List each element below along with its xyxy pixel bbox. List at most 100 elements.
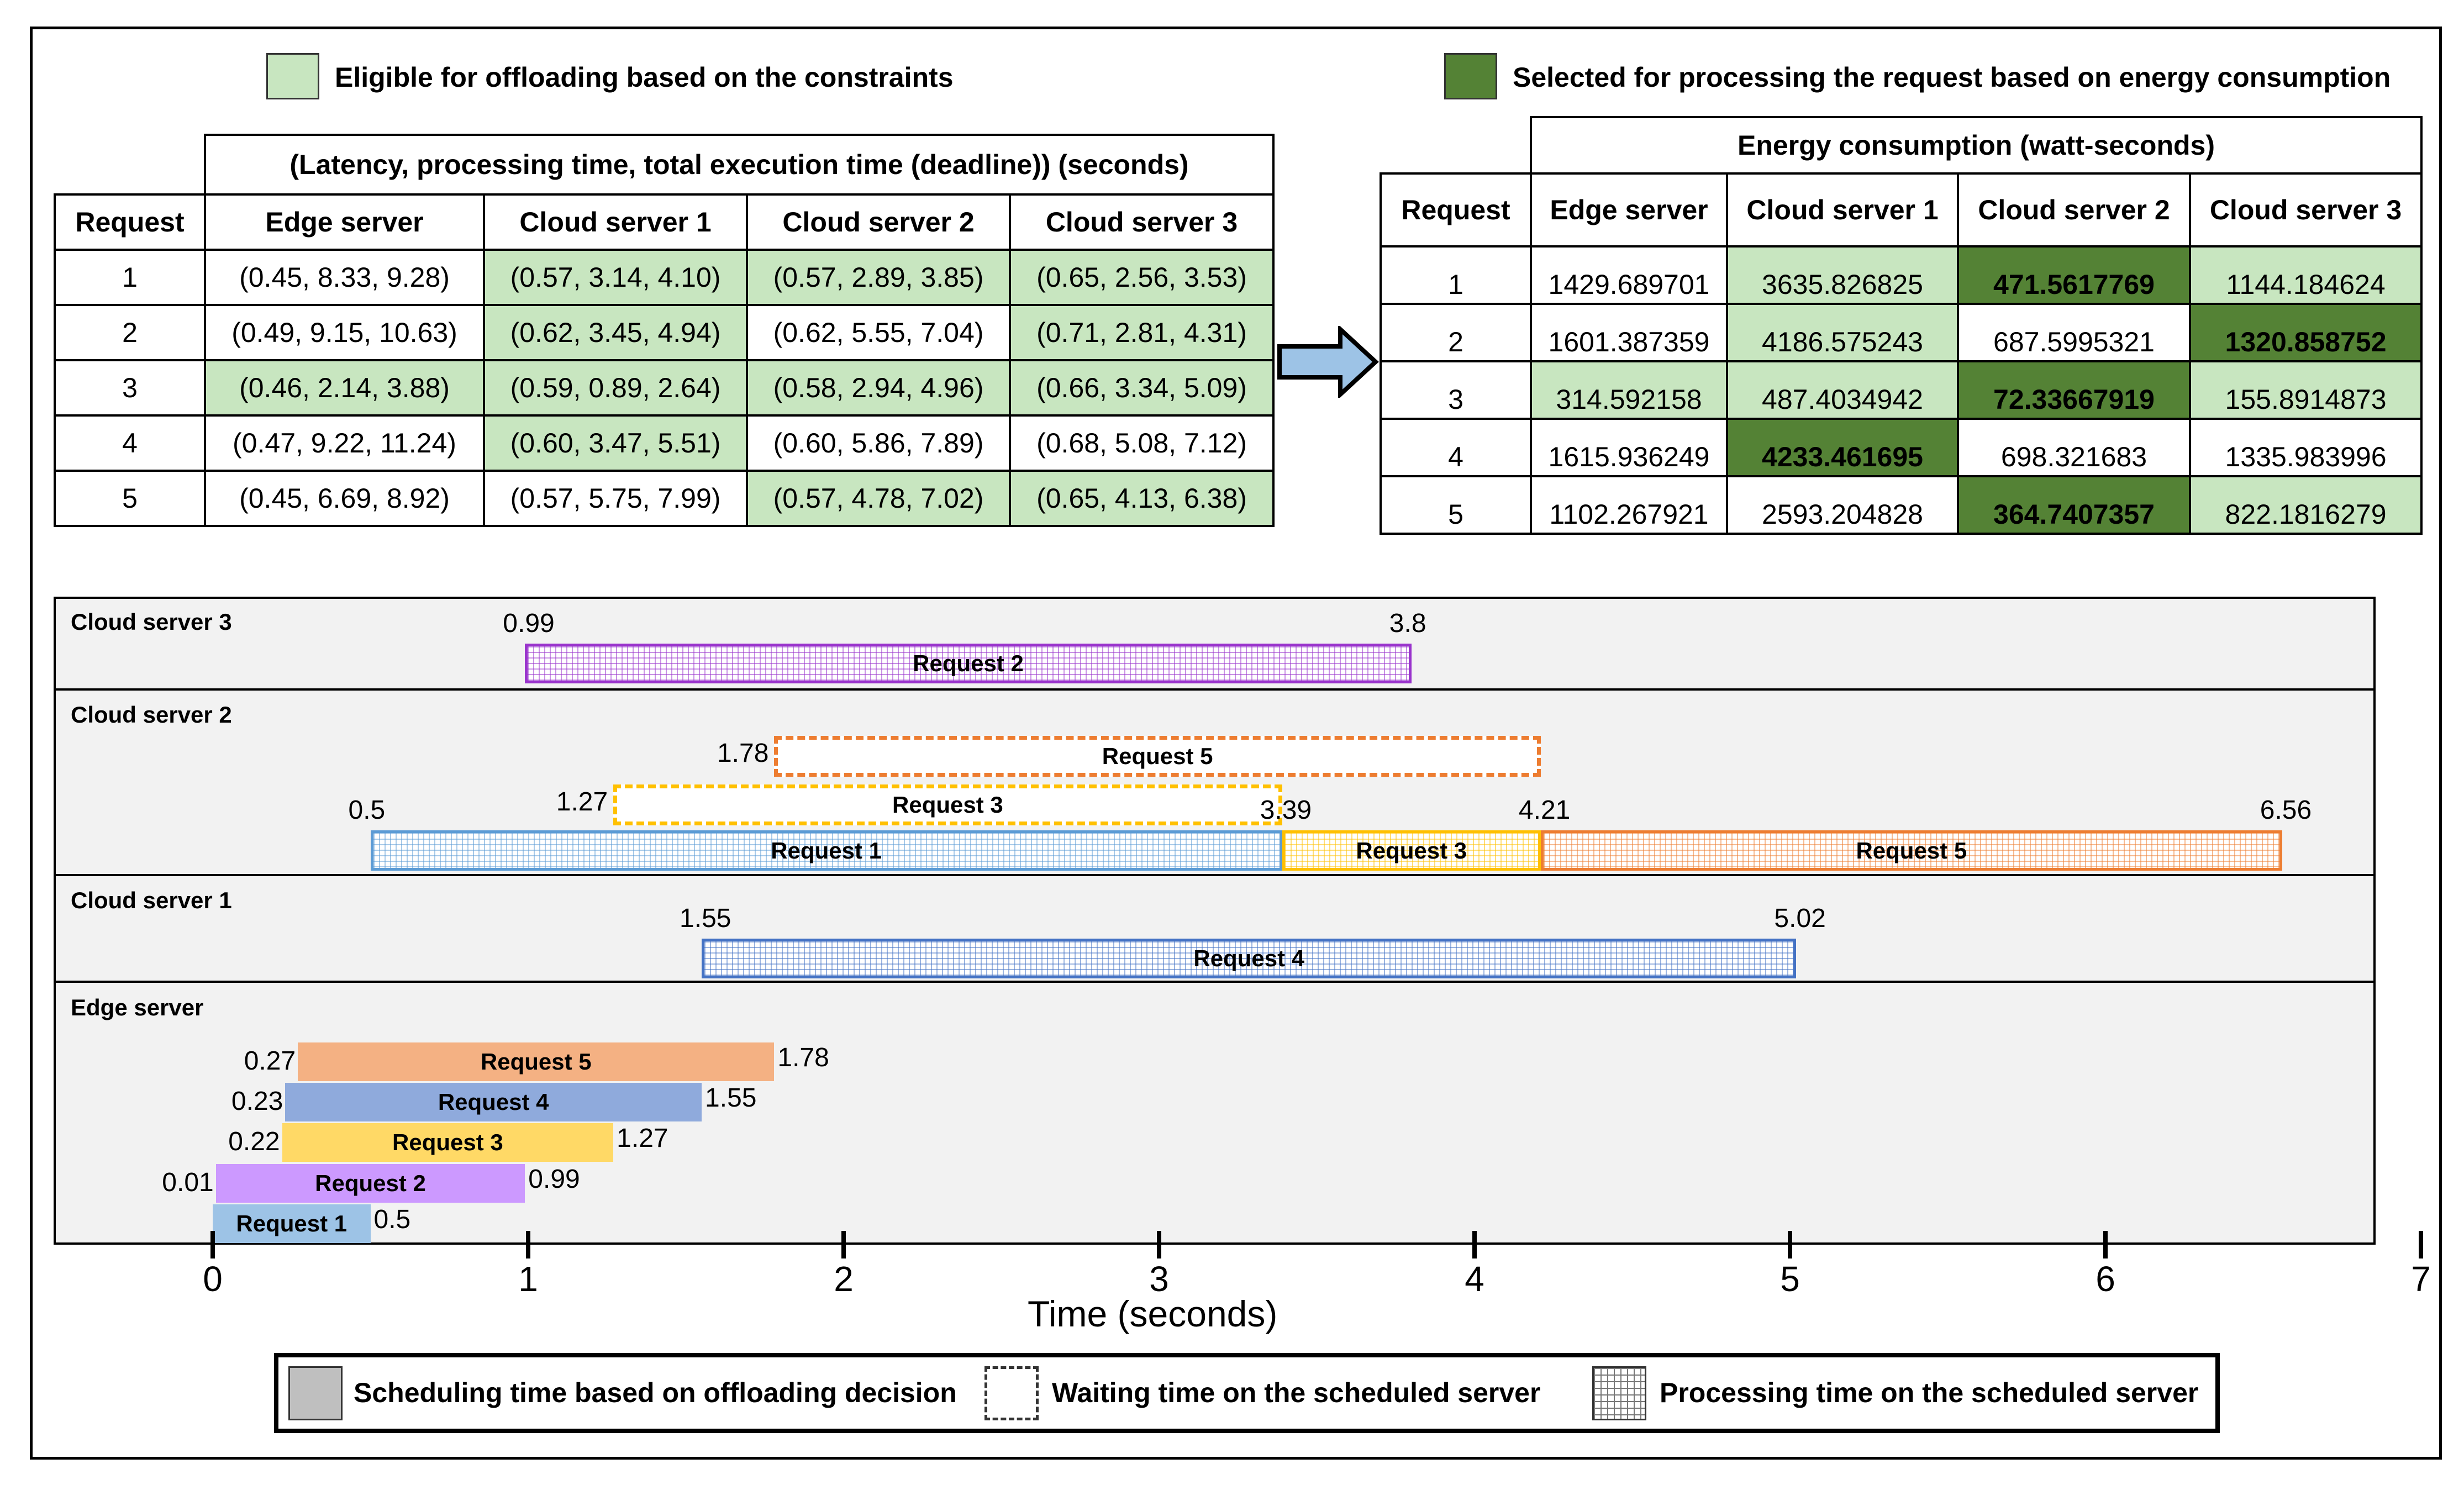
table-cell: 1601.387359 (1530, 303, 1728, 362)
right-table-col-header: Edge server (1530, 172, 1728, 247)
right-table-col-header: Cloud server 2 (1957, 172, 2191, 247)
table-row: 5 (0.45, 6.69, 8.92) (0.57, 5.75, 7.99) (0.… (54, 470, 1275, 527)
table-row: 3 314.592158 487.4034942 72.33667919 155.891… (1380, 360, 2423, 420)
axis-tick-label: 2 (834, 1259, 854, 1299)
bar-start-value: 0.27 (244, 1046, 296, 1076)
table-cell: 487.4034942 (1726, 360, 1959, 420)
table-row: 5 1102.267921 2593.204828 364.7407357 822.18… (1380, 475, 2423, 535)
table-row: 1 (0.45, 8.33, 9.28) (0.57, 3.14, 4.10) (0.… (54, 249, 1275, 306)
table-cell: 2593.204828 (1726, 475, 1959, 535)
axis-tick (841, 1231, 846, 1258)
gantt-bar-label: Request 3 (892, 792, 1003, 818)
table-cell: (0.60, 5.86, 7.89) (746, 414, 1011, 472)
table-row: 3 (0.46, 2.14, 3.88) (0.59, 0.89, 2.64) (0.… (54, 359, 1275, 417)
table-cell: (0.66, 3.34, 5.09) (1009, 359, 1275, 417)
gantt-bar-label: Request 3 (1356, 837, 1467, 863)
right-arrow-icon (1277, 326, 1379, 398)
axis-tick-label: 0 (203, 1259, 223, 1299)
table-cell: 1102.267921 (1530, 475, 1728, 535)
selected-swatch (1444, 53, 1497, 99)
table-row: 2 (0.49, 9.15, 10.63) (0.62, 3.45, 4.94) (0… (54, 304, 1275, 361)
lane-label-cloud-3: Cloud server 3 (71, 609, 232, 635)
gantt-bar: Request 1 (213, 1204, 371, 1243)
axis-tick (1788, 1231, 1792, 1258)
bar-end-value: 1.27 (617, 1124, 668, 1153)
table-row: 4 (0.47, 9.22, 11.24) (0.60, 3.47, 5.51) (0… (54, 414, 1275, 472)
gantt-bar-label: Request 2 (315, 1170, 426, 1196)
table-cell: (0.47, 9.22, 11.24) (204, 414, 485, 472)
right-table-col-header: Cloud server 1 (1726, 172, 1959, 247)
scheduling-swatch (288, 1366, 343, 1420)
gantt-bar: Request 3 (613, 784, 1282, 825)
axis-tick-label: 1 (518, 1259, 538, 1299)
table-row: 4 1615.936249 4233.461695 698.321683 1335.98… (1380, 418, 2423, 477)
bar-end-value: 4.21 (1518, 796, 1571, 825)
gantt-bar: Request 3 (282, 1123, 614, 1162)
table-cell: 4233.461695 (1726, 418, 1959, 477)
table-cell: 698.321683 (1957, 418, 2191, 477)
bar-end-value: 5.02 (1774, 904, 1826, 933)
bar-end-value: 0.99 (528, 1165, 580, 1194)
gantt-bar-label: Request 5 (1856, 837, 1967, 863)
table-cell: 471.5617769 (1957, 245, 2191, 305)
table-cell: 1429.689701 (1530, 245, 1728, 305)
table-cell: 314.592158 (1530, 360, 1728, 420)
gantt-bar: Request 5 (298, 1042, 775, 1081)
table-cell: 3635.826825 (1726, 245, 1959, 305)
lane-divider (54, 874, 2376, 876)
axis-tick (2103, 1231, 2108, 1258)
table-cell: (0.71, 2.81, 4.31) (1009, 304, 1275, 361)
gantt-bar: Request 5 (774, 736, 1541, 777)
lane-label-cloud-2: Cloud server 2 (71, 702, 232, 728)
bar-end-value: 0.5 (373, 1205, 411, 1234)
left-constraints-table: (Latency, processing time, total executi… (54, 134, 1275, 527)
gantt-bar-label: Request 3 (392, 1129, 503, 1155)
table-cell: 4186.575243 (1726, 303, 1959, 362)
bar-end-value: 3.39 (1260, 796, 1312, 825)
table-cell: (0.49, 9.15, 10.63) (204, 304, 485, 361)
bar-start-value: 0.22 (228, 1127, 280, 1156)
selected-legend-text: Selected for processing the request base… (1513, 62, 2391, 93)
bar-start-value: 0.23 (231, 1087, 283, 1116)
right-energy-table: Energy consumption (watt-seconds) Reques… (1380, 116, 2423, 535)
left-table-corner (55, 135, 206, 196)
gantt-bar: Request 3 (1282, 830, 1541, 871)
bar-start-value: 0.01 (162, 1168, 214, 1197)
request-id-cell: 5 (1380, 475, 1532, 535)
gantt-bar: Request 5 (1540, 830, 2282, 871)
table-cell: (0.57, 2.89, 3.85) (746, 249, 1011, 306)
left-table-col-header: Cloud server 3 (1009, 193, 1275, 251)
axis-tick (210, 1231, 215, 1258)
table-cell: (0.57, 4.78, 7.02) (746, 470, 1011, 527)
bar-start-value: 1.27 (556, 787, 608, 817)
right-table-group-header: Energy consumption (watt-seconds) (1529, 116, 2423, 175)
gantt-bar-label: Request 4 (438, 1089, 549, 1115)
lane-divider (54, 981, 2376, 983)
eligible-legend-text: Eligible for offloading based on the con… (335, 62, 954, 93)
table-cell: 364.7407357 (1957, 475, 2191, 535)
gantt-bar: Request 4 (285, 1083, 702, 1121)
request-id-cell: 2 (1380, 303, 1532, 362)
axis-tick-label: 7 (2411, 1259, 2431, 1299)
axis-tick-label: 3 (1149, 1259, 1169, 1299)
processing-swatch (1592, 1366, 1646, 1420)
eligible-swatch (266, 53, 319, 99)
table-cell: 1320.858752 (2188, 303, 2423, 362)
gantt-bar-label: Request 4 (1193, 945, 1305, 971)
axis-tick (1157, 1231, 1161, 1258)
table-cell: 1615.936249 (1530, 418, 1728, 477)
table-cell: 687.5995321 (1957, 303, 2191, 362)
gantt-bar-label: Request 2 (913, 650, 1024, 676)
gantt-bar-label: Request 1 (771, 837, 882, 863)
right-table-col-header: Request (1380, 172, 1532, 247)
table-cell: (0.65, 4.13, 6.38) (1009, 470, 1275, 527)
bar-end-value: 3.8 (1389, 609, 1426, 638)
table-cell: (0.46, 2.14, 3.88) (204, 359, 485, 417)
waiting-legend-text: Waiting time on the scheduled server (1052, 1377, 1541, 1408)
axis-tick-label: 5 (1780, 1259, 1800, 1299)
table-cell: (0.59, 0.89, 2.64) (483, 359, 748, 417)
table-cell: (0.57, 5.75, 7.99) (483, 470, 748, 527)
left-table-col-header: Cloud server 1 (483, 193, 748, 251)
table-cell: 1144.184624 (2188, 245, 2423, 305)
left-table-group-header: (Latency, processing time, total executi… (204, 134, 1275, 196)
